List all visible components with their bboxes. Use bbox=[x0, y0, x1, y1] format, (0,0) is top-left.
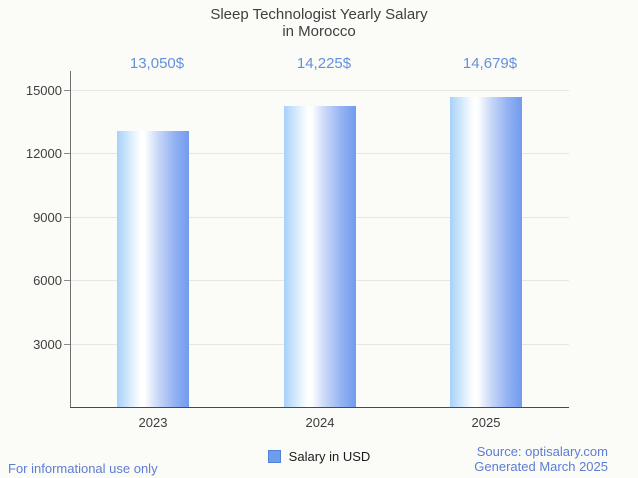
y-axis-line bbox=[70, 71, 71, 408]
bar-value-label: 14,679$ bbox=[462, 55, 518, 72]
legend-swatch-icon bbox=[267, 450, 281, 463]
y-axis-tick bbox=[64, 153, 70, 154]
source-block: Source: optisalary.com Generated March 2… bbox=[474, 444, 608, 474]
disclaimer-text: For informational use only bbox=[8, 461, 158, 476]
y-axis-tick-label: 3000 bbox=[33, 337, 62, 352]
bar-value-label: 13,050$ bbox=[129, 55, 185, 72]
y-axis-tick bbox=[64, 90, 70, 91]
y-axis-tick-label: 12000 bbox=[25, 146, 62, 161]
gridline bbox=[71, 90, 569, 91]
x-axis-line bbox=[70, 407, 569, 408]
y-axis-tick-label: 15000 bbox=[25, 83, 62, 98]
chart-title: Sleep Technologist Yearly Salary in Moro… bbox=[0, 6, 638, 40]
x-axis-category-label: 2023 bbox=[138, 415, 168, 430]
y-axis-tick-label: 9000 bbox=[33, 210, 62, 225]
legend: Salary in USD bbox=[0, 449, 638, 466]
salary-bar[interactable] bbox=[450, 97, 522, 407]
y-axis-tick bbox=[64, 344, 70, 345]
salary-bar[interactable] bbox=[117, 131, 189, 407]
x-axis-category-label: 2024 bbox=[305, 415, 335, 430]
salary-bar[interactable] bbox=[284, 106, 356, 407]
y-axis-tick bbox=[64, 217, 70, 218]
source-link[interactable]: Source: optisalary.com bbox=[476, 444, 608, 459]
x-axis-category-label: 2025 bbox=[471, 415, 501, 430]
generated-date: Generated March 2025 bbox=[474, 459, 608, 474]
bar-value-label: 14,225$ bbox=[296, 55, 352, 72]
chart-title-line1: Sleep Technologist Yearly Salary bbox=[210, 6, 428, 23]
legend-label: Salary in USD bbox=[288, 449, 371, 464]
chart-title-line2: in Morocco bbox=[282, 23, 356, 40]
y-axis-tick-label: 6000 bbox=[33, 273, 62, 288]
y-axis-tick bbox=[64, 280, 70, 281]
